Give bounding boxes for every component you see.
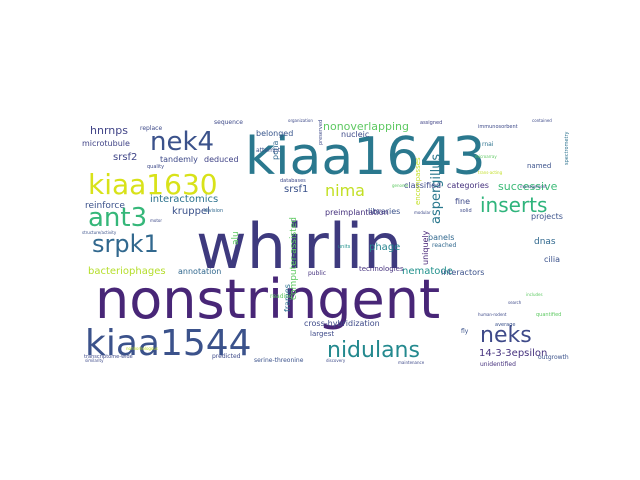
word-annotation: annotation	[178, 267, 221, 276]
word-interactomics: interactomics	[150, 194, 218, 205]
word-successive: successive	[498, 180, 558, 193]
word-rnai: rnai	[482, 141, 494, 148]
word-solid: solid	[460, 208, 472, 214]
word-unidentified: unidentified	[480, 361, 516, 368]
word-kiaa1630: kiaa1630	[88, 168, 218, 201]
word-human-rodent: human-rodent	[478, 312, 507, 317]
word-kiaa1544: kiaa1544	[85, 323, 252, 364]
word-similarity: similarity	[85, 358, 104, 363]
word-kruppel: kruppel	[172, 206, 210, 217]
word-search: search	[508, 300, 522, 305]
word-cross-hybridization: cross-hybridization	[304, 319, 380, 328]
word-contained: contained	[532, 118, 552, 123]
word-named: named	[527, 162, 551, 170]
word-phage: phage	[369, 242, 400, 253]
word-libraries: libraries	[368, 207, 400, 216]
word-largest: largest	[310, 330, 334, 338]
word-databases: databases	[280, 178, 306, 184]
word-deduced: deduced	[204, 155, 239, 164]
word-replace: replace	[140, 125, 162, 132]
word-division: division	[204, 208, 223, 214]
word-maintenance: maintenance	[398, 360, 425, 365]
word-quality: quality	[147, 164, 164, 170]
word-structure-activity: structure/activity	[82, 230, 117, 235]
word-modular: modular	[414, 210, 431, 215]
word-pcna: pcna	[271, 140, 280, 160]
word-panels: panels	[428, 233, 454, 242]
word-hnrnps: hnrnps	[90, 124, 128, 137]
word-outgrowth: outgrowth	[538, 354, 569, 361]
word-srsf2: srsf2	[113, 152, 137, 163]
word-motor: motor	[150, 218, 162, 223]
word-includes: includes	[526, 292, 543, 297]
word-cilia: cilia	[544, 255, 560, 264]
word-reinforce: reinforce	[85, 201, 125, 211]
word-technologies: technologies	[359, 265, 404, 273]
word-srsf1: srsf1	[284, 184, 308, 195]
word-interactors: interactors	[441, 268, 484, 277]
word-genome: genome	[392, 183, 409, 188]
word-nematode: nematode	[402, 266, 453, 277]
word-organization: organization	[288, 118, 313, 123]
word-reached: reached	[432, 242, 456, 249]
word-trans-acting: trans-acting	[478, 170, 503, 175]
word-transcriptome-wide: transcriptome-wide	[84, 354, 133, 360]
word-14-3-3epsilon: 14-3-3epsilon	[479, 348, 547, 359]
word-quantified: quantified	[536, 312, 561, 318]
word-predicted: predicted	[212, 353, 241, 360]
word-microarray: microarray	[475, 154, 497, 159]
word-kiaa1643: kiaa1643	[245, 127, 486, 187]
word-preserved: preserved	[318, 120, 324, 145]
word-public: public	[308, 270, 326, 277]
word-management: management	[520, 184, 547, 189]
word-categories: categories	[447, 181, 489, 190]
word-assigned: assigned	[420, 120, 442, 126]
word-computer-assisted: computer-assisted	[289, 217, 299, 300]
word-ant3: ant3	[88, 203, 147, 233]
word-whirlin: whirlin	[196, 210, 402, 283]
word-nucleic: nucleic	[341, 130, 369, 139]
word-belonged: belonged	[256, 129, 293, 138]
word-alu: alu	[231, 231, 241, 245]
word-units: units	[338, 244, 351, 250]
word-nonoverlapping: nonoverlapping	[323, 120, 409, 133]
word-srpk1: srpk1	[92, 230, 159, 258]
word-average: average	[495, 322, 515, 328]
word-neks: neks	[480, 323, 532, 348]
word-immunosorbent: immunosorbent	[478, 124, 518, 130]
word-nidulans: nidulans	[327, 338, 420, 363]
word-nonstringent: nonstringent	[95, 268, 440, 331]
word-fly: fly	[461, 328, 469, 335]
word-bacteriophages: bacteriophages	[88, 266, 166, 277]
word-attempt: attempt	[256, 147, 281, 154]
word-reading: reading	[270, 293, 293, 300]
word-projects: projects	[531, 212, 563, 221]
word-uniquely: uniquely	[421, 230, 430, 265]
word-aspergillus: aspergillus	[429, 154, 444, 224]
word-discovery: discovery	[326, 358, 346, 363]
word-dnas: dnas	[534, 237, 556, 247]
word-inserts: inserts	[480, 193, 547, 217]
word-spectrometry: spectrometry	[564, 131, 570, 165]
word-cloud-background	[80, 108, 560, 372]
word-preimplantation: preimplantation	[325, 208, 389, 217]
word-nonhomologous: nonhomologous	[126, 346, 158, 351]
word-fine: fine	[455, 197, 470, 206]
word-sequence: sequence	[214, 119, 243, 126]
word-tandemly: tandemly	[160, 155, 198, 164]
word-nima: nima	[325, 181, 365, 200]
word-nek4: nek4	[150, 127, 214, 157]
word-encompasses: encompasses	[414, 157, 422, 205]
word-classified: classified	[404, 181, 441, 190]
word-serine-threonine: serine-threonine	[254, 357, 304, 364]
word-microtubule: microtubule	[82, 139, 130, 148]
word-frames: frames	[283, 284, 292, 312]
